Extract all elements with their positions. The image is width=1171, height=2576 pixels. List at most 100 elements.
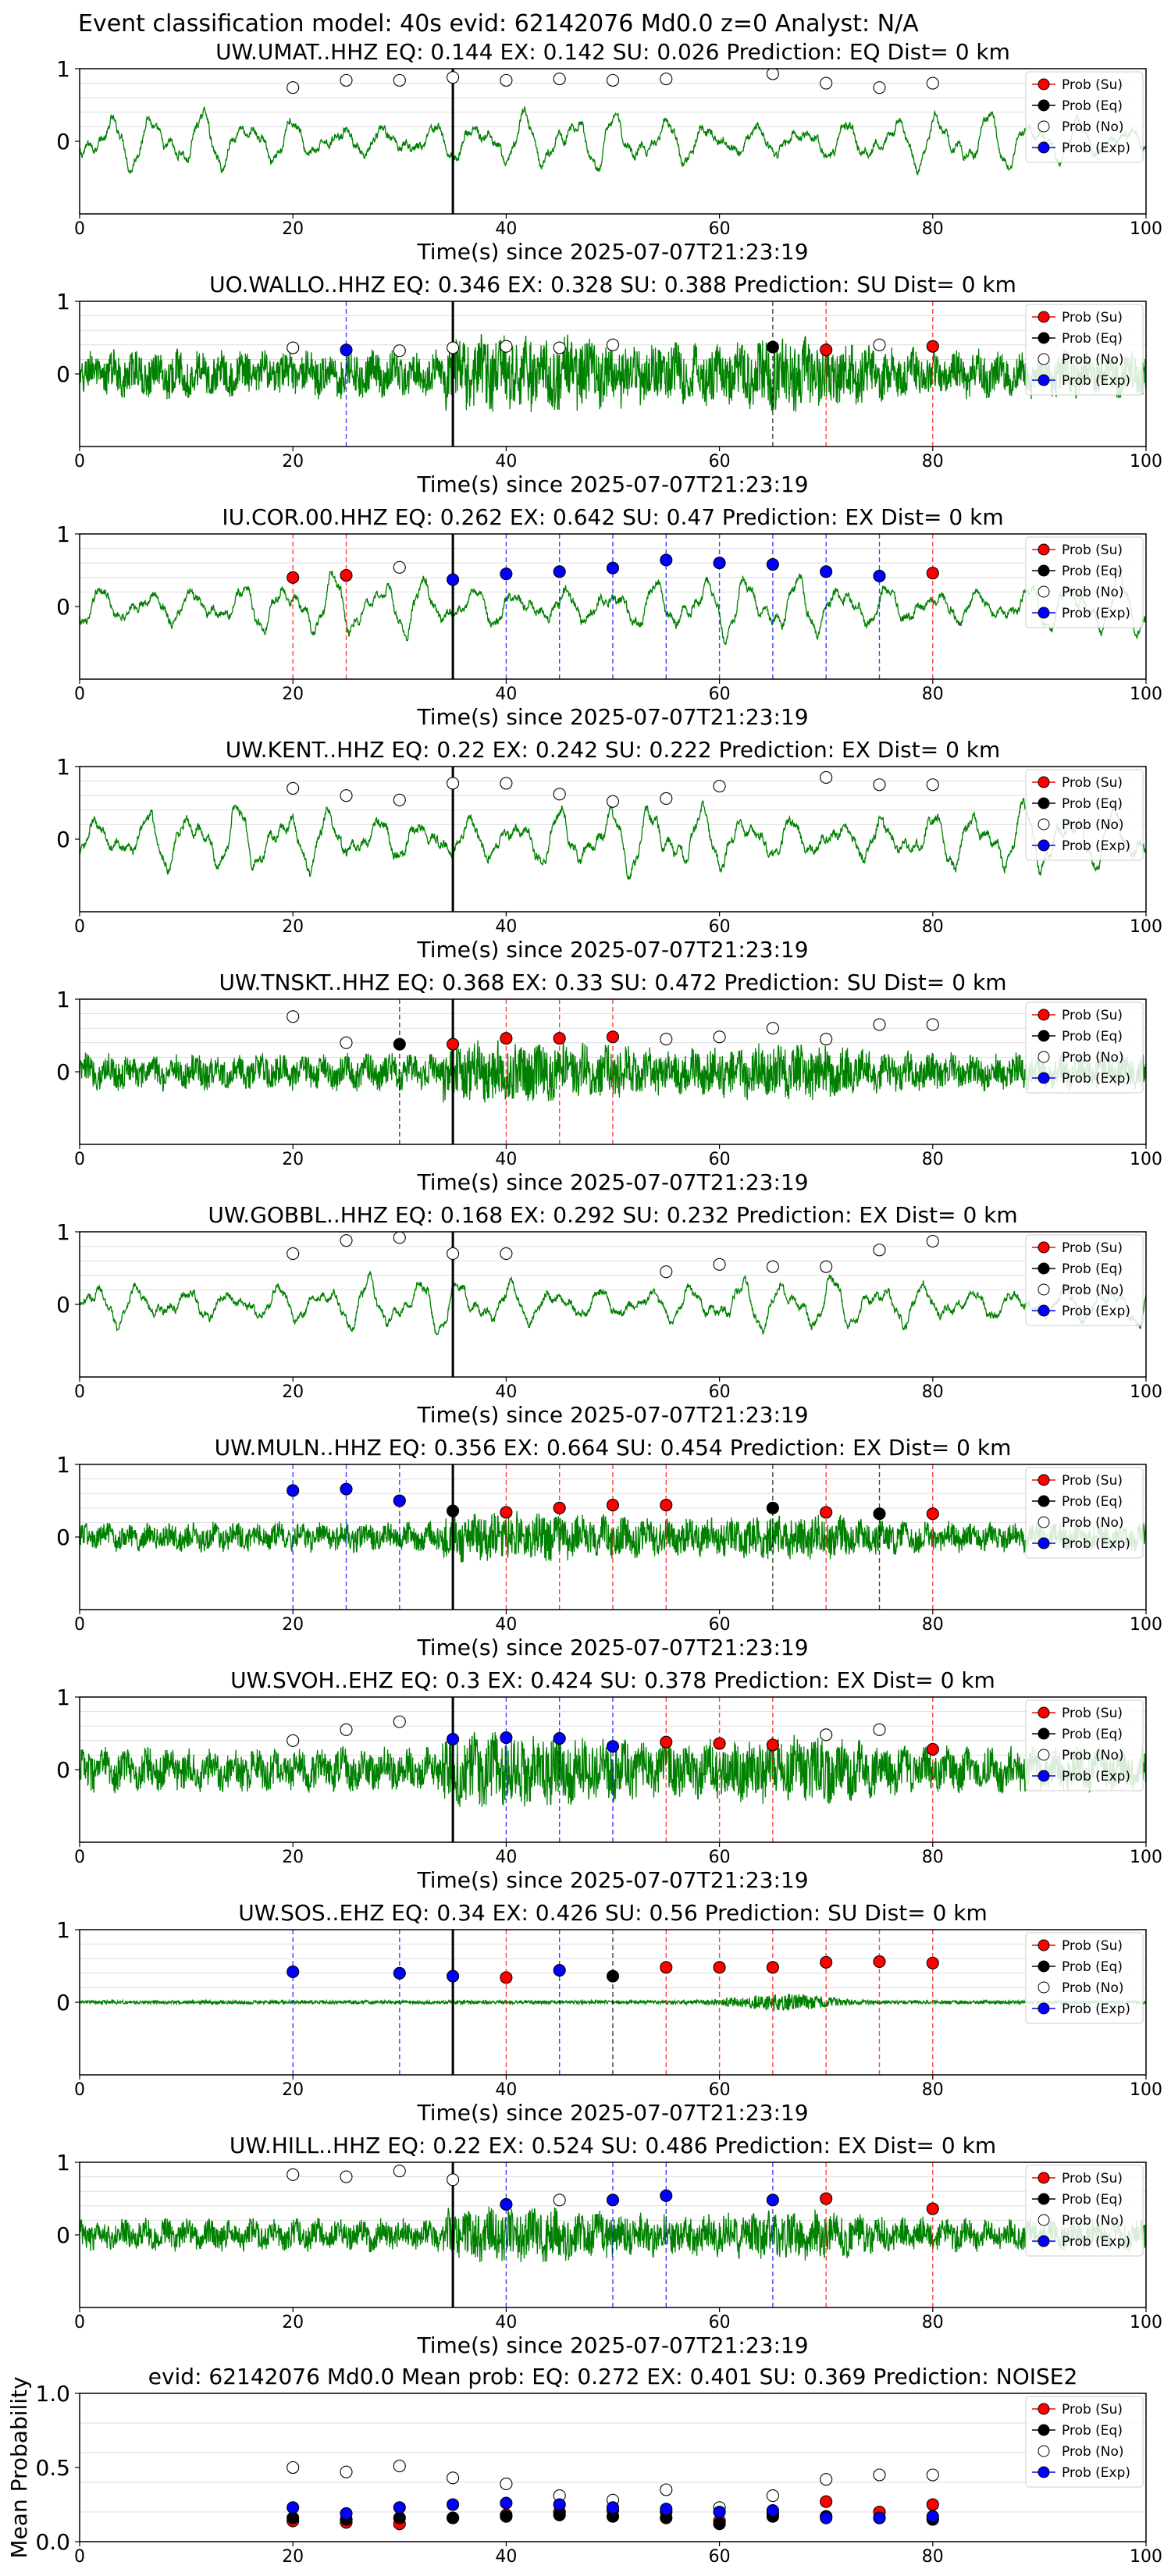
mean-marker-exp	[820, 2511, 833, 2524]
x-tick-label: 40	[495, 1615, 517, 1635]
prob-marker-no	[660, 72, 673, 86]
x-tick-label: 0	[74, 1382, 85, 1402]
legend-marker	[1038, 1749, 1050, 1761]
legend-label: Prob (Su)	[1062, 77, 1123, 93]
prob-marker-no	[820, 1728, 833, 1742]
legend-label: Prob (Su)	[1062, 1938, 1123, 1954]
x-axis-label: Time(s) since 2025-07-07T21:23:19	[416, 471, 808, 497]
prob-marker-su	[926, 340, 939, 353]
legend-label: Prob (Exp)	[1062, 373, 1130, 389]
prob-marker-no	[820, 1033, 833, 1046]
prob-marker-su	[926, 1742, 939, 1756]
prob-marker-su	[820, 1955, 833, 1969]
legend-label: Prob (Exp)	[1062, 1071, 1130, 1087]
legend-label: Prob (No)	[1062, 119, 1124, 135]
prob-marker-no	[447, 1247, 460, 1260]
prob-marker-no	[500, 340, 513, 353]
mean-marker-su	[926, 2498, 939, 2511]
legend-marker	[1038, 1009, 1050, 1021]
prob-marker-su	[553, 1501, 566, 1514]
legend-marker	[1038, 141, 1050, 154]
prob-marker-no	[393, 1232, 406, 1244]
x-tick-label: 40	[495, 2313, 517, 2332]
legend-label: Prob (Su)	[1062, 775, 1123, 791]
waveform-trace	[80, 798, 1146, 881]
prob-marker-no	[926, 778, 939, 792]
x-tick-label: 20	[282, 219, 304, 239]
panel-title: UO.WALLO..HHZ EQ: 0.346 EX: 0.328 SU: 0.…	[209, 272, 1016, 297]
prob-marker-exp	[500, 1731, 513, 1745]
prob-marker-exp	[606, 561, 620, 575]
panel-10: UW.HILL..HHZ EQ: 0.22 EX: 0.524 SU: 0.48…	[56, 2133, 1162, 2358]
legend-marker	[1038, 1537, 1050, 1550]
x-tick-label: 20	[282, 685, 304, 704]
legend-marker	[1038, 1939, 1050, 1952]
x-tick-label: 100	[1130, 917, 1162, 937]
waveform-trace	[80, 105, 1146, 176]
panel-3: IU.COR.00.HHZ EQ: 0.262 EX: 0.642 SU: 0.…	[56, 504, 1162, 730]
legend-box	[1025, 1699, 1144, 1791]
legend-marker	[1038, 1981, 1050, 1994]
prob-marker-no	[766, 1260, 779, 1273]
prob-marker-no	[553, 341, 566, 354]
mean-marker-no	[500, 2477, 513, 2490]
legend-label: Prob (Exp)	[1062, 1304, 1130, 1319]
x-axis-label: Time(s) since 2025-07-07T21:23:19	[416, 1169, 808, 1195]
y-tick-label: 0	[56, 1059, 70, 1085]
panel-title: evid: 62142076 Md0.0 Mean prob: EQ: 0.27…	[148, 2364, 1078, 2389]
x-tick-label: 0	[74, 2080, 85, 2100]
legend-box	[1025, 1467, 1144, 1559]
y-tick-label: 1	[56, 521, 70, 547]
x-tick-label: 60	[709, 1615, 731, 1635]
x-axis-label: Time(s) since 2025-07-07T21:23:19	[416, 2332, 808, 2358]
y-tick-label: 0	[56, 129, 70, 155]
y-tick-label: 0	[56, 1525, 70, 1550]
x-tick-label: 60	[709, 1848, 731, 1867]
mean-marker-exp	[500, 2496, 513, 2510]
legend-marker	[1038, 543, 1050, 556]
legend-label: Prob (No)	[1062, 1050, 1124, 1066]
x-tick-label: 0	[74, 1150, 85, 1169]
legend-marker	[1038, 1706, 1050, 1719]
legend-label: Prob (Eq)	[1062, 1959, 1123, 1975]
x-tick-label: 80	[922, 1150, 944, 1169]
x-tick-label: 40	[495, 1382, 517, 1402]
prob-marker-exp	[287, 1965, 300, 1978]
y-tick-label: 1	[56, 289, 70, 315]
legend-marker	[1038, 1030, 1050, 1042]
legend-marker	[1038, 2403, 1050, 2415]
prob-marker-su	[500, 1971, 513, 1984]
legend-marker	[1038, 2214, 1050, 2226]
legend-label: Prob (No)	[1062, 1980, 1124, 1996]
prob-marker-exp	[873, 569, 886, 582]
prob-marker-exp	[606, 1740, 620, 1753]
x-tick-label: 80	[922, 219, 944, 239]
prob-marker-no	[873, 81, 886, 94]
plot-area	[80, 301, 1146, 447]
mean-marker-no	[660, 2483, 673, 2496]
prob-marker-su	[447, 1037, 460, 1051]
plot-area	[80, 1930, 1146, 2075]
y-tick-label: 0	[56, 1990, 70, 2016]
x-tick-label: 80	[922, 1382, 944, 1402]
legend-box	[1025, 304, 1144, 396]
y-tick-label: 1	[56, 56, 70, 82]
prob-marker-no	[553, 788, 566, 801]
prob-marker-no	[340, 1723, 353, 1736]
x-tick-label: 80	[922, 2547, 944, 2567]
prob-marker-no	[340, 1036, 353, 1049]
x-tick-label: 0	[74, 452, 85, 471]
mean-marker-exp	[393, 2501, 406, 2514]
legend-marker	[1038, 1072, 1050, 1084]
legend-marker	[1038, 78, 1050, 91]
legend-label: Prob (Exp)	[1062, 1769, 1130, 1784]
mean-marker-no	[447, 2471, 460, 2485]
prob-marker-su	[287, 571, 300, 584]
prob-marker-su	[553, 1032, 566, 1045]
prob-marker-no	[287, 1247, 300, 1260]
mean-marker-exp	[926, 2510, 939, 2523]
prob-marker-exp	[606, 2194, 620, 2207]
x-tick-label: 100	[1130, 1615, 1162, 1635]
legend-label: Prob (Su)	[1062, 2171, 1123, 2186]
mean-marker-no	[820, 2473, 833, 2486]
